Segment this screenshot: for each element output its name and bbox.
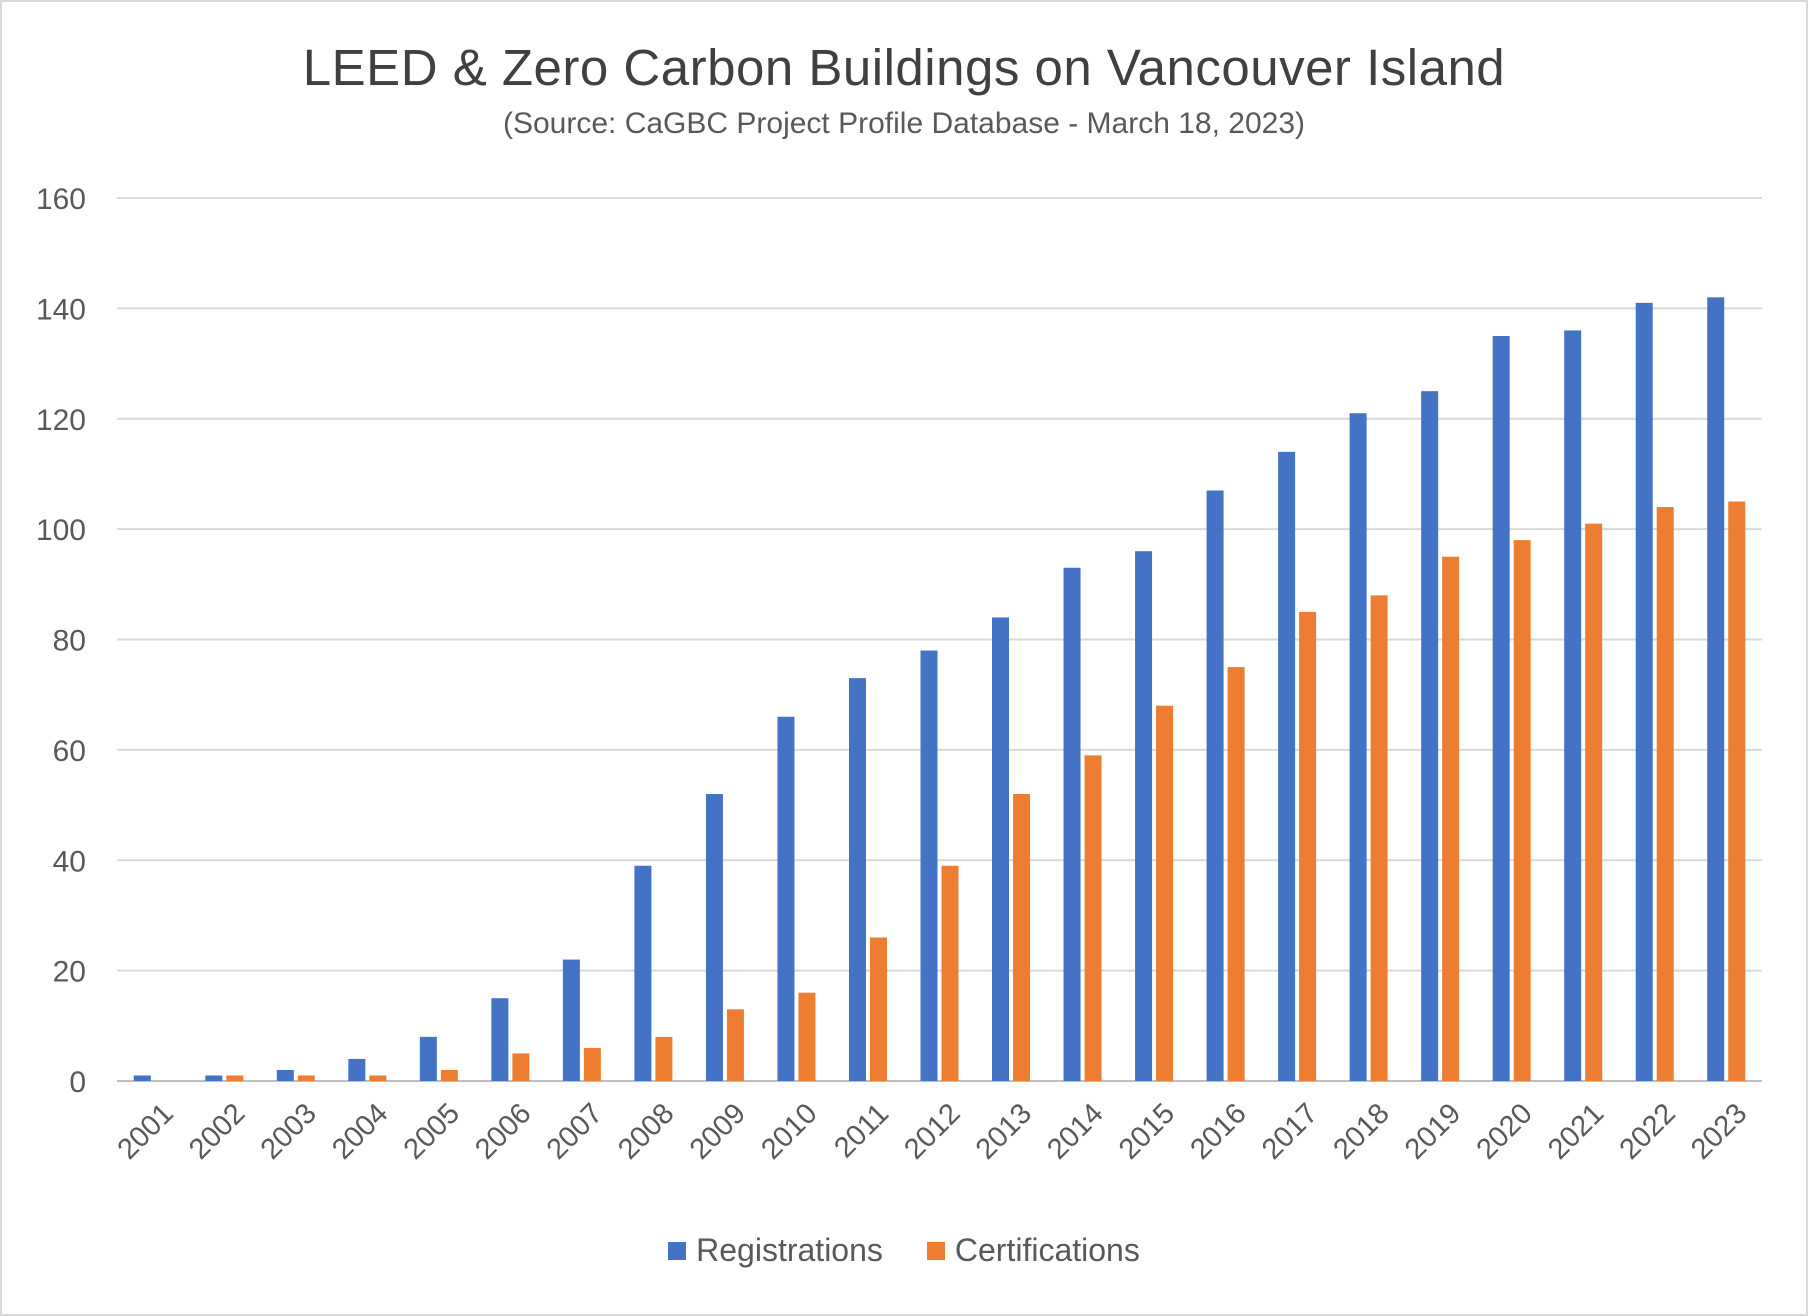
y-tick-label: 140: [36, 293, 86, 326]
bar-certifications-2019[interactable]: [1442, 556, 1460, 1081]
bar-certifications-2012[interactable]: [941, 865, 959, 1081]
x-tick-label: 2007: [541, 1097, 609, 1165]
legend-label-registrations: Registrations: [696, 1232, 883, 1268]
x-tick-label: 2013: [970, 1097, 1038, 1165]
bar-registrations-2018[interactable]: [1349, 413, 1367, 1081]
y-tick-label: 100: [36, 514, 86, 547]
bar-certifications-2005[interactable]: [440, 1069, 458, 1081]
y-tick-label: 40: [53, 845, 86, 878]
bar-certifications-2010[interactable]: [798, 992, 816, 1081]
x-tick-label: 2018: [1327, 1097, 1395, 1165]
x-tick-label: 2006: [469, 1097, 537, 1165]
bar-registrations-2008[interactable]: [634, 865, 652, 1081]
y-tick-label: 20: [53, 956, 86, 989]
bar-certifications-2013[interactable]: [1013, 794, 1031, 1081]
bar-certifications-2004[interactable]: [369, 1075, 387, 1081]
bar-registrations-2017[interactable]: [1278, 451, 1296, 1081]
bar-registrations-2013[interactable]: [992, 617, 1010, 1081]
x-tick-label: 2009: [684, 1097, 752, 1165]
bar-certifications-2015[interactable]: [1156, 705, 1174, 1081]
bar-registrations-2019[interactable]: [1421, 391, 1439, 1081]
bar-registrations-2006[interactable]: [491, 998, 509, 1081]
x-tick-label: 2002: [183, 1097, 251, 1165]
bar-certifications-2018[interactable]: [1370, 595, 1388, 1081]
x-axis-tick-labels: 2001 2002 2003 2004 2005 2006 2007 2008 2009 2010…: [112, 1097, 1754, 1165]
bar-registrations-2002[interactable]: [205, 1075, 223, 1081]
x-tick-label: 2003: [255, 1097, 323, 1165]
x-tick-label: 2010: [755, 1097, 823, 1165]
bar-registrations-2011[interactable]: [848, 678, 866, 1081]
bar-registrations-2010[interactable]: [777, 716, 795, 1081]
chart-title: LEED & Zero Carbon Buildings on Vancouve…: [302, 39, 1506, 96]
x-tick-label: 2019: [1399, 1097, 1467, 1165]
x-tick-label: 2022: [1614, 1097, 1682, 1165]
x-tick-label: 2011: [828, 1097, 895, 1164]
bar-certifications-2003[interactable]: [297, 1075, 315, 1081]
x-tick-label: 2015: [1113, 1097, 1181, 1165]
bar-registrations-2007[interactable]: [562, 959, 580, 1081]
bar-certifications-2002[interactable]: [226, 1075, 244, 1081]
bar-certifications-2006[interactable]: [512, 1053, 530, 1081]
legend: Registrations Certifications: [0, 1232, 1808, 1269]
legend-item-certifications[interactable]: Certifications: [926, 1232, 1140, 1269]
legend-swatch-registrations: [668, 1241, 687, 1260]
bar-certifications-2020[interactable]: [1513, 540, 1531, 1081]
bar-certifications-2022[interactable]: [1656, 507, 1674, 1081]
bar-certifications-2017[interactable]: [1299, 611, 1317, 1081]
y-tick-label: 80: [53, 625, 86, 658]
x-tick-label: 2017: [1256, 1097, 1324, 1165]
bar-certifications-2014[interactable]: [1084, 755, 1102, 1081]
x-tick-label: 2004: [326, 1097, 394, 1165]
x-tick-label: 2014: [1041, 1097, 1109, 1165]
legend-label-certifications: Certifications: [954, 1232, 1140, 1268]
x-tick-label: 2016: [1184, 1097, 1252, 1165]
x-tick-label: 2008: [612, 1097, 680, 1165]
gridlines: [117, 197, 1762, 1082]
bar-certifications-2008[interactable]: [655, 1036, 673, 1081]
bar-certifications-2009[interactable]: [726, 1009, 744, 1081]
legend-item-registrations[interactable]: Registrations: [668, 1232, 883, 1269]
x-tick-label: 2020: [1471, 1097, 1539, 1165]
y-tick-label: 0: [69, 1066, 86, 1099]
x-tick-label: 2001: [112, 1097, 180, 1165]
legend-swatch-certifications: [926, 1241, 945, 1260]
bar-registrations-2004[interactable]: [348, 1058, 366, 1081]
x-tick-label: 2005: [398, 1097, 466, 1165]
y-tick-label: 120: [36, 404, 86, 437]
bar-registrations-2009[interactable]: [705, 794, 723, 1081]
bar-certifications-2016[interactable]: [1227, 667, 1245, 1081]
y-tick-label: 60: [53, 735, 86, 768]
bar-registrations-2003[interactable]: [276, 1069, 294, 1081]
y-tick-label: 160: [36, 183, 86, 216]
x-tick-label: 2021: [1542, 1097, 1610, 1165]
bar-registrations-2022[interactable]: [1635, 302, 1653, 1081]
bar-certifications-2007[interactable]: [583, 1047, 601, 1081]
x-tick-label: 2023: [1685, 1097, 1753, 1165]
bar-certifications-2023[interactable]: [1728, 501, 1746, 1081]
bar-registrations-2023[interactable]: [1707, 297, 1725, 1081]
bar-certifications-2021[interactable]: [1585, 523, 1603, 1081]
bars: [133, 297, 1746, 1081]
chart-subtitle: (Source: CaGBC Project Profile Database …: [502, 107, 1306, 140]
bar-certifications-2011[interactable]: [869, 937, 887, 1081]
bar-registrations-2016[interactable]: [1206, 490, 1224, 1081]
x-tick-label: 2012: [898, 1097, 966, 1165]
bar-registrations-2021[interactable]: [1564, 330, 1582, 1081]
y-axis-tick-labels: 0 20 40 60 80 100 120 140 160: [36, 183, 86, 1099]
bar-registrations-2012[interactable]: [920, 650, 938, 1081]
bar-registrations-2005[interactable]: [419, 1036, 437, 1081]
bar-registrations-2001[interactable]: [133, 1075, 151, 1081]
bar-registrations-2020[interactable]: [1492, 335, 1510, 1081]
bar-registrations-2015[interactable]: [1135, 551, 1153, 1081]
bar-registrations-2014[interactable]: [1063, 567, 1081, 1081]
